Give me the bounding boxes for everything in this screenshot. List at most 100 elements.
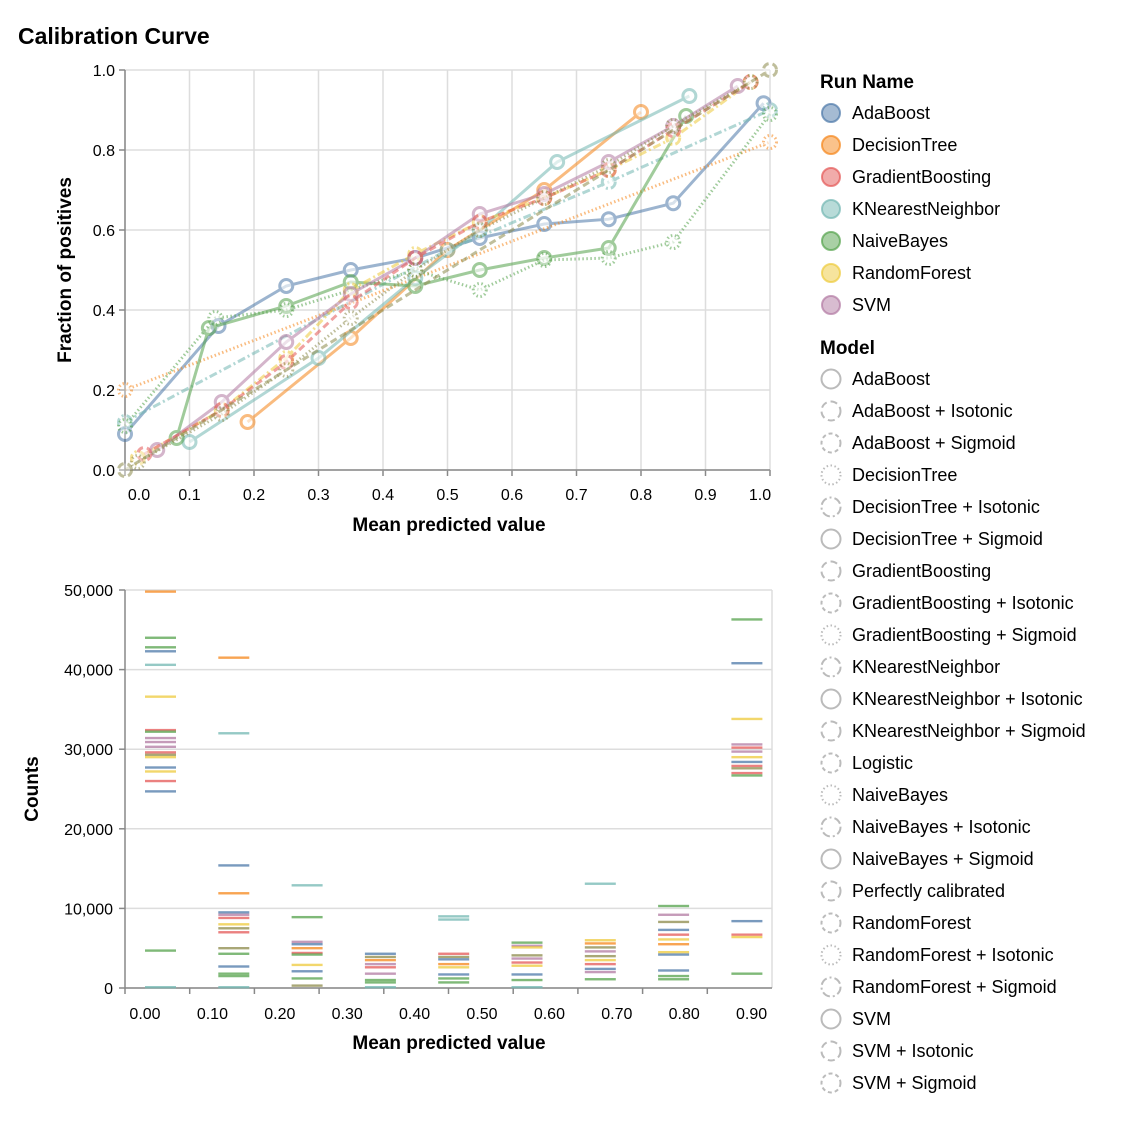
count-mark <box>291 951 323 955</box>
legend: AdaBoost DecisionTree GradientBoosting KNea… <box>820 103 1086 1094</box>
legend-label: RandomForest <box>852 263 971 283</box>
series-randomforest-isotonic <box>129 74 759 470</box>
y-tick-label: 0 <box>104 981 113 998</box>
y-tick-label: 0.4 <box>93 303 115 320</box>
y-tick-label: 30,000 <box>64 742 113 759</box>
legend-dash-swatch <box>820 1040 842 1062</box>
count-mark <box>145 695 176 698</box>
count-mark <box>658 933 690 936</box>
legend-swatch-decisiontree <box>821 135 841 155</box>
count-mark <box>291 977 323 980</box>
data-point <box>471 282 488 298</box>
data-point <box>471 262 488 278</box>
legend-dash-swatch <box>820 720 842 742</box>
count-mark <box>145 986 176 989</box>
count-mark <box>218 947 250 950</box>
bottom-y-axis-title: Counts <box>22 756 43 821</box>
legend-dash-swatch <box>820 1008 842 1030</box>
data-point <box>762 134 778 150</box>
legend-swatch-knearestneighbor <box>821 199 841 219</box>
data-point <box>278 302 295 318</box>
legend-swatch-adaboost <box>821 103 841 123</box>
count-mark <box>731 764 763 768</box>
count-mark <box>658 969 690 972</box>
data-point <box>207 310 224 326</box>
series-perfectly-calibrated <box>117 62 778 478</box>
legend-dash-swatch <box>820 688 842 710</box>
count-mark <box>511 944 543 948</box>
count-mark <box>511 964 543 967</box>
count-mark <box>731 774 763 777</box>
x-tick-label: 0.8 <box>630 487 652 504</box>
count-mark <box>218 864 250 867</box>
count-mark <box>145 745 176 749</box>
x-tick-label: 0.7 <box>565 487 587 504</box>
count-mark <box>731 972 763 975</box>
count-mark <box>584 978 616 981</box>
legend-dash-swatch <box>820 1072 842 1094</box>
count-mark <box>291 947 323 950</box>
legend-dash-swatch <box>820 880 842 902</box>
legend-label: NaiveBayes + Isotonic <box>852 817 1031 837</box>
legend-dash-swatch <box>820 464 842 486</box>
legend-label: NaiveBayes + Sigmoid <box>852 849 1034 869</box>
count-mark <box>364 972 396 975</box>
count-mark <box>291 963 323 967</box>
legend-label: KNearestNeighbor <box>852 199 1000 219</box>
legend-label: NaiveBayes <box>852 785 948 805</box>
data-point <box>117 426 133 442</box>
count-mark <box>584 958 616 962</box>
series-decisiontree <box>117 134 778 398</box>
x-tick-label: 0.40 <box>399 1006 430 1023</box>
y-tick-label: 50,000 <box>64 583 113 600</box>
count-mark <box>438 981 470 984</box>
count-mark <box>731 771 763 775</box>
count-mark <box>584 962 616 966</box>
count-mark <box>291 884 323 887</box>
data-point <box>117 382 133 398</box>
legend-dash-swatch <box>820 784 842 806</box>
data-point <box>181 434 198 450</box>
y-tick-label: 0.6 <box>93 223 115 240</box>
legend-dash-swatch <box>820 496 842 518</box>
x-tick-label: 0.00 <box>129 1006 160 1023</box>
legend-label: SVM <box>852 295 891 315</box>
count-mark <box>438 955 470 959</box>
count-mark <box>731 935 763 939</box>
count-mark <box>218 911 250 914</box>
series-line <box>137 80 752 460</box>
x-tick-label: 0.4 <box>372 487 394 504</box>
legend-label: GradientBoosting + Isotonic <box>852 593 1074 613</box>
count-mark <box>364 966 396 969</box>
legend-dash-swatch <box>820 752 842 774</box>
x-tick-label: 0.6 <box>501 487 523 504</box>
legend-label: AdaBoost <box>852 369 930 389</box>
y-tick-label: 20,000 <box>64 822 113 839</box>
legend-dash-swatch <box>820 944 842 966</box>
count-mark <box>145 755 176 759</box>
legend-label: DecisionTree <box>852 465 957 485</box>
count-mark <box>218 965 250 968</box>
count-mark <box>364 981 396 984</box>
data-point <box>471 222 488 238</box>
legend-label: Logistic <box>852 753 913 773</box>
count-mark <box>291 915 323 919</box>
data-point <box>278 278 295 294</box>
count-mark <box>658 953 690 956</box>
legend-label: RandomForest <box>852 913 971 933</box>
count-mark <box>658 943 690 946</box>
count-mark <box>145 730 176 733</box>
count-mark <box>584 954 616 958</box>
legend-label: RandomForest + Isotonic <box>852 945 1054 965</box>
count-mark <box>364 978 396 982</box>
count-mark <box>145 650 176 653</box>
legend-label: RandomForest + Sigmoid <box>852 977 1057 997</box>
legend-swatch-svm <box>821 295 841 315</box>
x-tick-label: 0.70 <box>601 1006 632 1023</box>
count-mark <box>145 753 176 756</box>
count-mark <box>438 958 470 961</box>
count-mark <box>145 636 176 639</box>
data-point <box>665 195 682 212</box>
data-point <box>471 214 488 230</box>
count-mark <box>291 984 323 987</box>
